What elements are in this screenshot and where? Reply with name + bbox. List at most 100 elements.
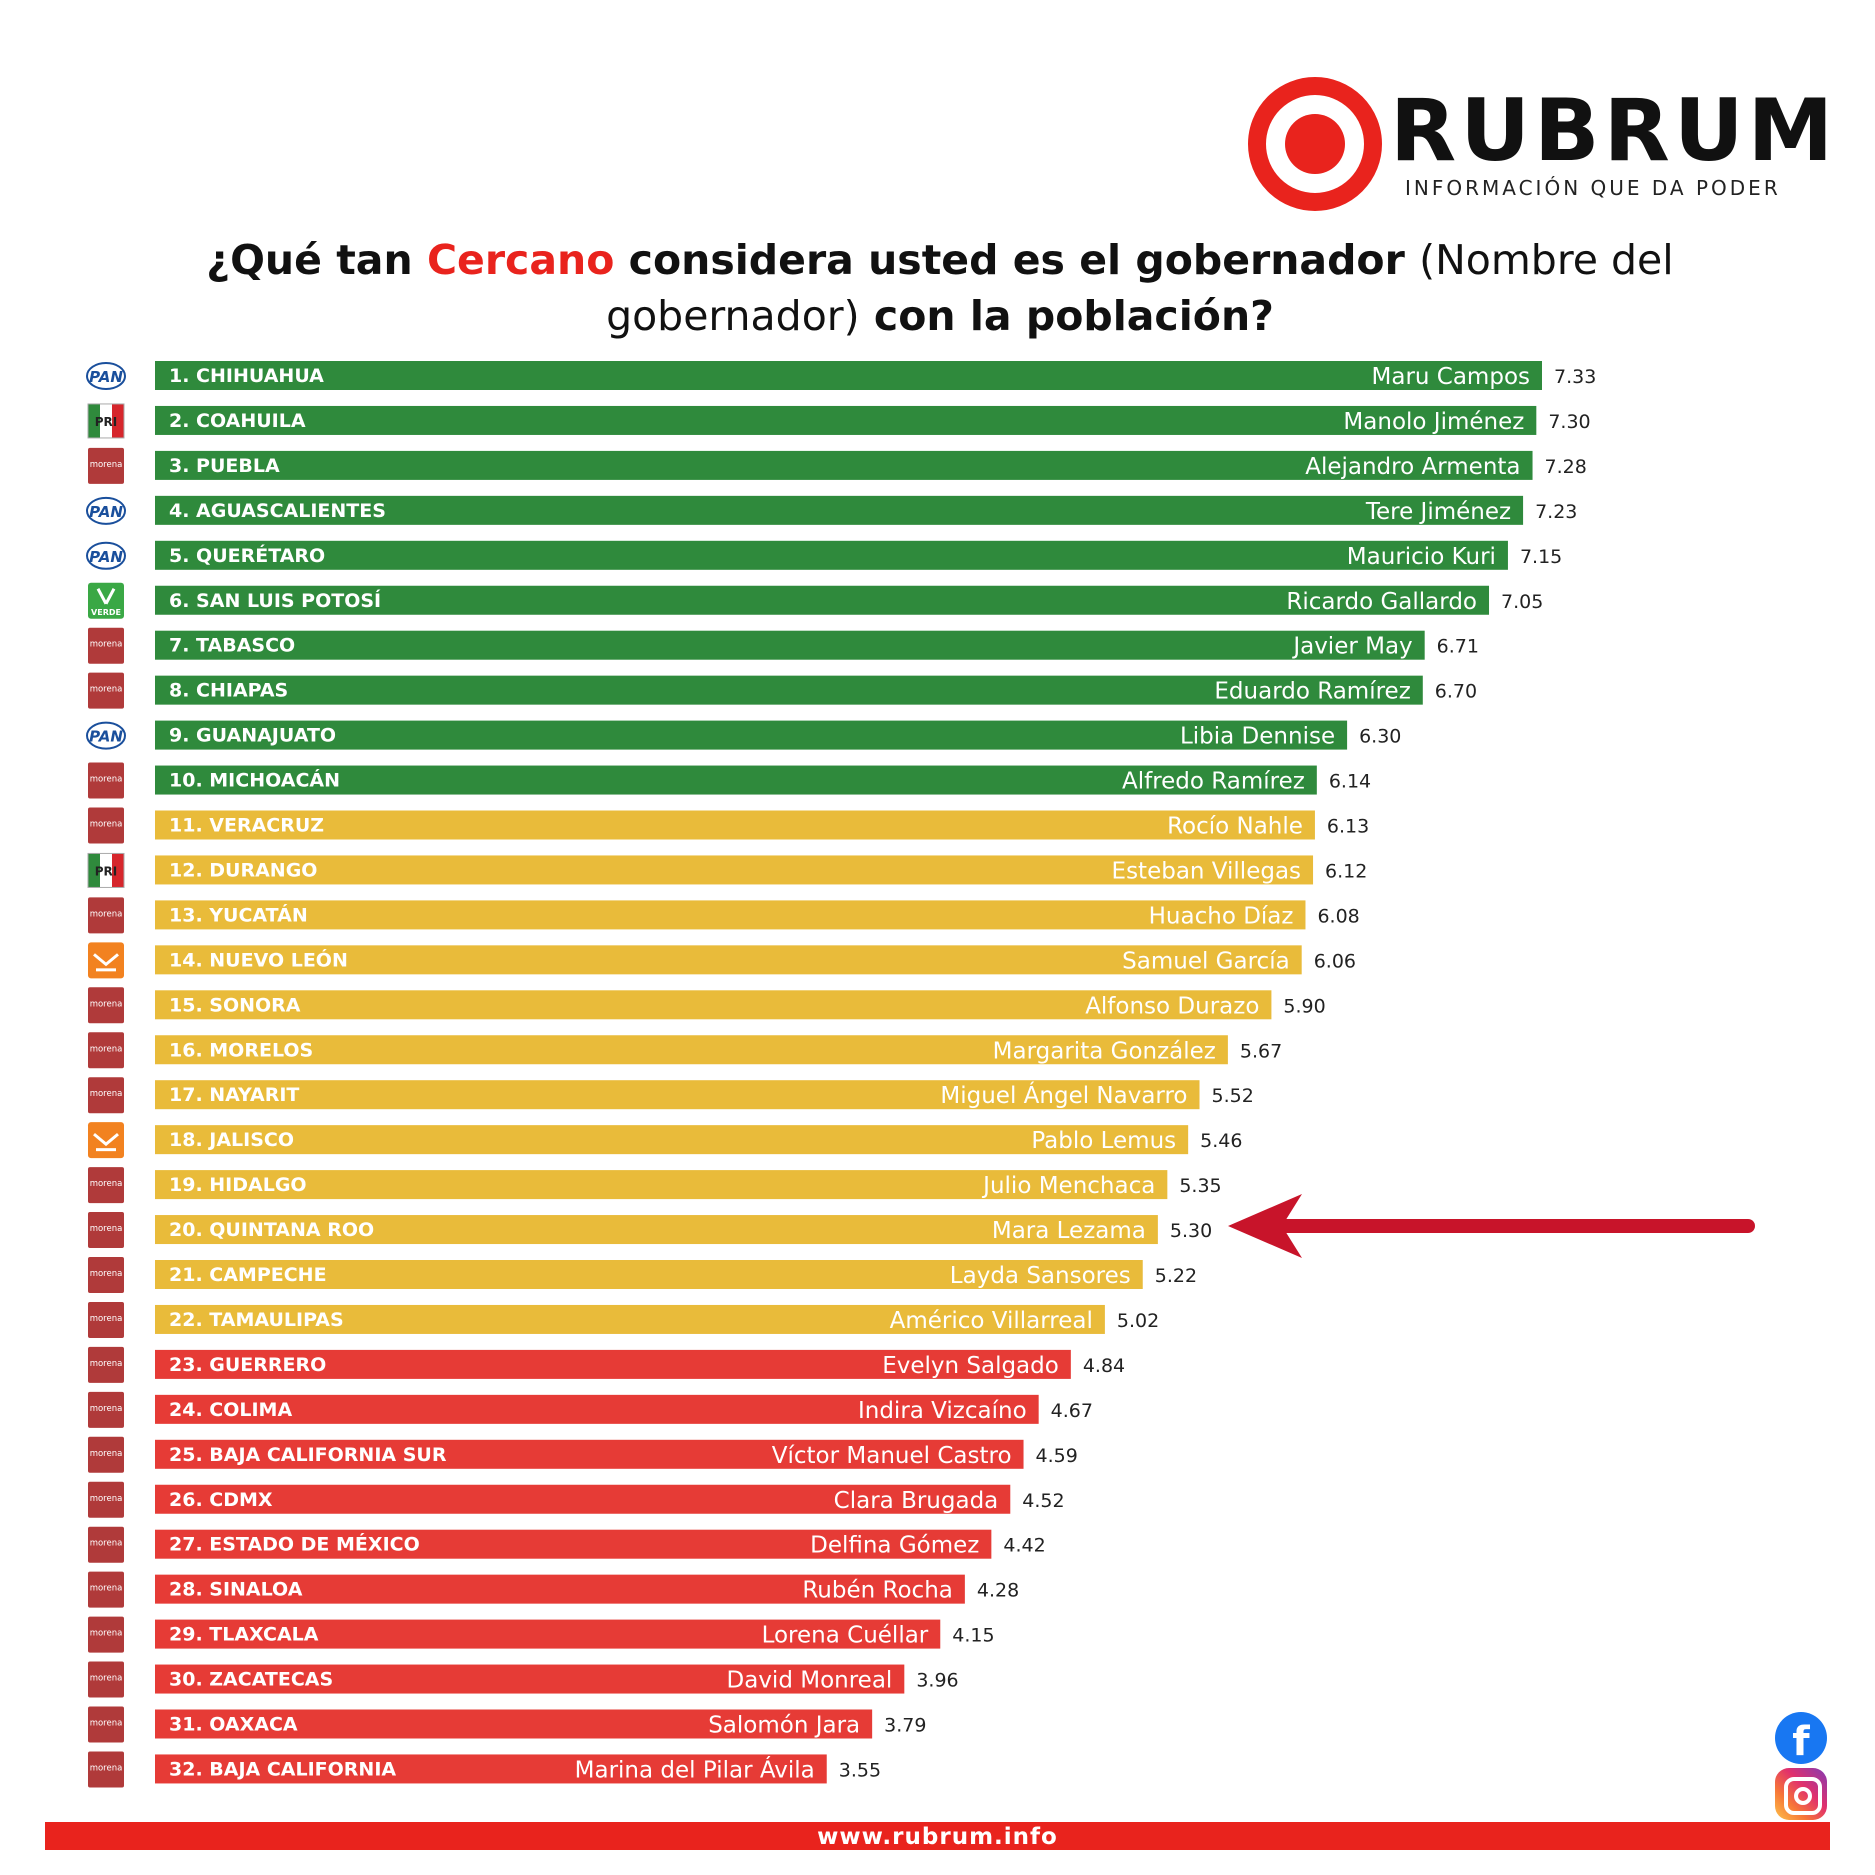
category-label: 3. PUEBLA xyxy=(169,455,280,477)
governor-label: Layda Sansores xyxy=(950,1263,1131,1289)
svg-text:morena: morena xyxy=(90,1404,123,1414)
svg-text:morena: morena xyxy=(90,1763,123,1773)
svg-text:PAN: PAN xyxy=(89,503,123,521)
bar xyxy=(155,405,1537,435)
value-label: 6.12 xyxy=(1325,860,1367,882)
bar xyxy=(155,720,1348,750)
category-label: 26. CDMX xyxy=(169,1489,273,1511)
category-label: 10. MICHOACÁN xyxy=(169,769,340,792)
value-label: 4.59 xyxy=(1036,1445,1078,1467)
category-label: 16. MORELOS xyxy=(169,1039,313,1061)
svg-text:morena: morena xyxy=(90,1629,123,1639)
svg-text:PAN: PAN xyxy=(89,548,123,566)
svg-text:morena: morena xyxy=(90,1494,123,1504)
governor-label: Huacho Díaz xyxy=(1149,903,1294,929)
party-logo-morena: morena xyxy=(88,1616,124,1653)
title-accent-word: Cercano xyxy=(426,236,615,284)
chart-row: 13. YUCATÁN Huacho Díaz 6.08 xyxy=(155,900,1360,930)
value-label: 6.30 xyxy=(1359,726,1401,748)
chart-row: 12. DURANGO Esteban Villegas 6.12 xyxy=(155,855,1367,885)
party-logo-mc xyxy=(88,942,124,979)
governor-label: Manolo Jiménez xyxy=(1343,409,1524,435)
governor-label: Américo Villarreal xyxy=(890,1308,1093,1334)
governor-label: Ricardo Gallardo xyxy=(1286,589,1477,615)
value-label: 6.06 xyxy=(1314,950,1356,972)
svg-text:morena: morena xyxy=(90,1719,123,1729)
party-logo-morena: morena xyxy=(88,1571,124,1608)
bar xyxy=(155,945,1302,975)
category-label: 2. COAHUILA xyxy=(169,410,306,432)
bar xyxy=(155,1260,1143,1289)
title-part-3: (Nombre del gobernador) xyxy=(606,236,1674,340)
party-logo-morena: morena xyxy=(88,762,124,799)
category-label: 1. CHIHUAHUA xyxy=(169,365,324,387)
chart-row: 24. COLIMA Indira Vizcaíno 4.67 xyxy=(155,1394,1093,1424)
category-label: 15. SONORA xyxy=(169,994,301,1016)
value-label: 5.22 xyxy=(1155,1265,1197,1287)
value-label: 7.33 xyxy=(1554,366,1596,388)
governor-label: Samuel García xyxy=(1122,948,1290,974)
bar xyxy=(155,1709,873,1739)
category-label: 23. GUERRERO xyxy=(169,1354,326,1376)
value-label: 3.96 xyxy=(916,1670,958,1692)
chart-row: 31. OAXACA Salomón Jara 3.79 xyxy=(155,1709,926,1739)
party-logo-pan: PAN xyxy=(86,362,126,390)
chart-row: 16. MORELOS Margarita González 5.67 xyxy=(155,1035,1282,1065)
svg-text:morena: morena xyxy=(90,1584,123,1594)
bar xyxy=(155,1394,1039,1424)
party-logo-morena: morena xyxy=(88,1436,124,1473)
chart-row: 29. TLAXCALA Lorena Cuéllar 4.15 xyxy=(155,1619,995,1649)
svg-text:morena: morena xyxy=(90,1269,123,1279)
category-label: 24. COLIMA xyxy=(169,1399,292,1421)
chart-row: 4. AGUASCALIENTES Tere Jiménez 7.23 xyxy=(155,495,1577,525)
svg-text:morena: morena xyxy=(90,775,123,785)
chart-row: 11. VERACRUZ Rocío Nahle 6.13 xyxy=(155,810,1369,840)
value-label: 5.30 xyxy=(1170,1220,1212,1242)
governor-label: Esteban Villegas xyxy=(1112,858,1302,884)
category-label: 25. BAJA CALIFORNIA SUR xyxy=(169,1444,447,1466)
rubrum-logo: RUBRUM INFORMACIÓN QUE DA PODER xyxy=(1245,74,1833,214)
chart-row: 20. QUINTANA ROO Mara Lezama 5.30 xyxy=(155,1215,1212,1245)
bar xyxy=(155,1125,1189,1155)
party-logo-morena: morena xyxy=(88,1706,124,1743)
bar xyxy=(155,675,1423,705)
svg-text:morena: morena xyxy=(90,999,123,1009)
party-logo-morena: morena xyxy=(88,1077,124,1114)
value-label: 5.46 xyxy=(1200,1130,1242,1152)
value-label: 6.08 xyxy=(1317,905,1359,927)
party-logo-verde: VERDE xyxy=(88,582,124,619)
category-label: 13. YUCATÁN xyxy=(169,903,308,926)
governor-label: Indira Vizcaíno xyxy=(858,1398,1027,1424)
party-logo-morena: morena xyxy=(88,1212,124,1249)
chart-row: 8. CHIAPAS Eduardo Ramírez 6.70 xyxy=(155,675,1477,705)
svg-text:morena: morena xyxy=(90,685,123,695)
svg-text:PAN: PAN xyxy=(89,728,123,746)
bar xyxy=(155,1080,1200,1110)
value-label: 6.70 xyxy=(1435,681,1477,703)
category-label: 11. VERACRUZ xyxy=(169,815,324,837)
bar xyxy=(155,450,1533,480)
governor-label: Evelyn Salgado xyxy=(882,1353,1059,1379)
value-label: 5.67 xyxy=(1240,1040,1282,1062)
bar xyxy=(155,765,1317,795)
chart-row: 1. CHIHUAHUA Maru Campos 7.33 xyxy=(155,361,1596,390)
category-label: 12. DURANGO xyxy=(169,859,317,881)
instagram-icon[interactable] xyxy=(1775,1768,1827,1820)
footer-url-link[interactable]: www.rubrum.info xyxy=(817,1824,1058,1850)
bar xyxy=(155,1439,1024,1469)
chart-row: 10. MICHOACÁN Alfredo Ramírez 6.14 xyxy=(155,765,1371,795)
governor-label: Margarita González xyxy=(993,1038,1216,1064)
value-label: 4.84 xyxy=(1083,1355,1125,1377)
category-label: 31. OAXACA xyxy=(169,1714,298,1736)
category-label: 19. HIDALGO xyxy=(169,1174,307,1196)
bar xyxy=(155,1754,827,1784)
chart-row: 14. NUEVO LEÓN Samuel García 6.06 xyxy=(155,945,1356,975)
value-label: 6.13 xyxy=(1327,816,1369,838)
facebook-icon[interactable]: f xyxy=(1775,1712,1827,1764)
svg-text:morena: morena xyxy=(90,1674,123,1684)
social-links: f xyxy=(1775,1712,1831,1820)
svg-text:PRI: PRI xyxy=(95,864,118,878)
party-logo-morena: morena xyxy=(88,1032,124,1069)
bar xyxy=(155,990,1272,1020)
value-label: 5.90 xyxy=(1283,995,1325,1017)
